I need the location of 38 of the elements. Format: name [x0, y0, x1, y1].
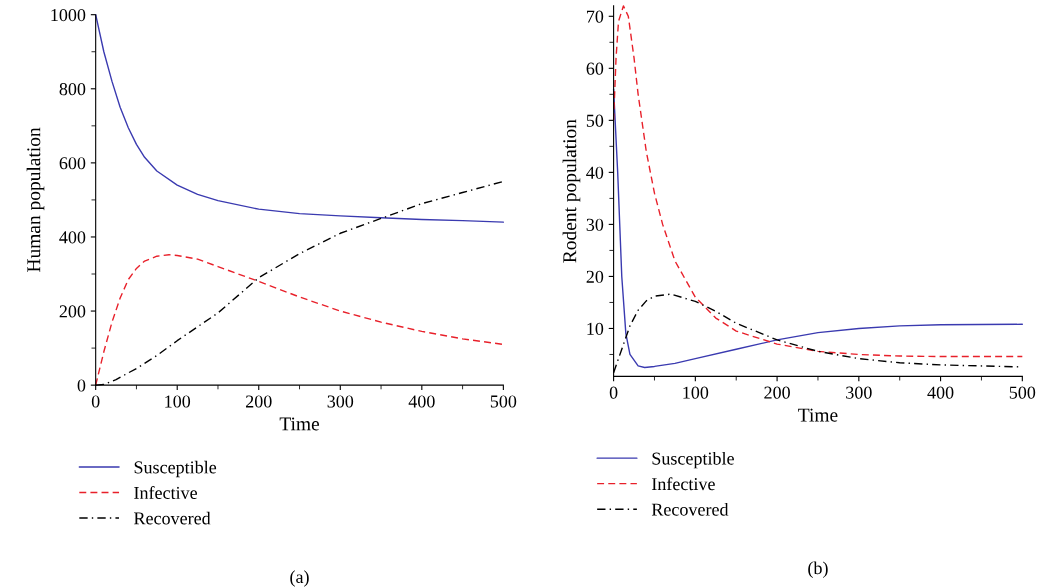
x-tick-label: 400	[408, 395, 435, 408]
x-tick-label: 100	[683, 386, 709, 399]
y-tick-label: 70	[587, 10, 604, 23]
y-tick-label: 600	[59, 157, 86, 170]
y-tick-label: 1000	[51, 8, 86, 22]
x-tick-label: 100	[165, 395, 191, 408]
y-tick-label: 400	[59, 231, 86, 244]
x-axis-title: Time	[279, 417, 320, 431]
x-tick-label: 200	[764, 386, 790, 399]
x-tick-label: 500	[1009, 386, 1036, 399]
y-axis-title: Human population	[26, 127, 45, 272]
legend-label: Recovered	[134, 511, 211, 525]
y-tick-label: 800	[59, 83, 86, 96]
x-tick-label: 0	[609, 386, 618, 399]
y-tick-label: 200	[59, 305, 86, 318]
x-tick-label: 300	[327, 395, 354, 408]
line-series	[612, 5, 1024, 358]
legend-label: Susceptible	[134, 460, 217, 478]
legend-label: Susceptible	[652, 451, 734, 469]
text: (a)	[290, 570, 309, 587]
x-tick-label: 300	[846, 386, 872, 399]
x-tick-label: 400	[927, 386, 954, 399]
legend-label: Recovered	[651, 502, 729, 516]
y-tick-label: 60	[586, 62, 604, 75]
x-tick-label: 200	[246, 395, 272, 408]
line-series	[94, 14, 505, 223]
y-axis-title: Rodent population	[562, 119, 581, 263]
x-tick-label: 0	[91, 395, 100, 408]
x-tick-label: 500	[490, 395, 517, 408]
y-tick-label: 30	[586, 218, 604, 231]
y-tick-label: 20	[586, 270, 604, 283]
y-tick-label: 50	[586, 114, 604, 127]
legend-label: Infective	[651, 477, 715, 491]
y-tick-label: 10	[587, 322, 604, 335]
y-tick-label: 40	[586, 166, 604, 179]
x-axis-title: Time	[798, 408, 838, 422]
legend-label: Infective	[134, 486, 198, 499]
text: (b)	[808, 561, 828, 578]
